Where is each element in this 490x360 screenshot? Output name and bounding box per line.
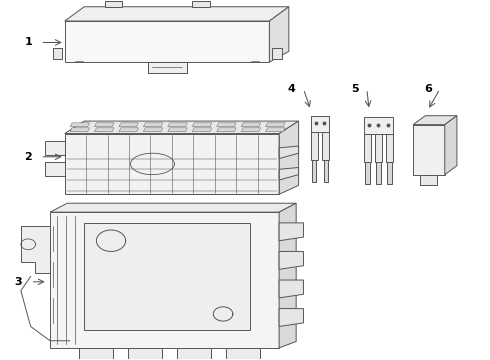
- Polygon shape: [147, 62, 187, 73]
- Polygon shape: [193, 1, 210, 7]
- Polygon shape: [270, 7, 289, 62]
- Polygon shape: [192, 128, 212, 132]
- Polygon shape: [65, 134, 279, 194]
- Polygon shape: [50, 212, 279, 348]
- Polygon shape: [177, 348, 211, 360]
- Polygon shape: [322, 132, 329, 160]
- Polygon shape: [144, 128, 163, 132]
- Polygon shape: [279, 146, 298, 158]
- Polygon shape: [241, 123, 261, 127]
- Polygon shape: [375, 134, 382, 162]
- Polygon shape: [65, 7, 289, 21]
- Polygon shape: [95, 128, 114, 132]
- Polygon shape: [365, 134, 371, 162]
- Polygon shape: [144, 123, 163, 127]
- Polygon shape: [279, 167, 298, 180]
- Text: 3: 3: [15, 277, 22, 287]
- Polygon shape: [95, 123, 114, 127]
- Polygon shape: [387, 162, 392, 184]
- Polygon shape: [70, 128, 90, 132]
- Polygon shape: [279, 203, 296, 348]
- Polygon shape: [217, 123, 236, 127]
- Polygon shape: [279, 309, 303, 327]
- Polygon shape: [84, 223, 250, 330]
- Polygon shape: [21, 226, 50, 273]
- Polygon shape: [45, 141, 65, 155]
- Polygon shape: [386, 134, 392, 162]
- Polygon shape: [324, 160, 328, 182]
- Polygon shape: [241, 128, 261, 132]
- Polygon shape: [128, 348, 162, 360]
- Text: 1: 1: [24, 37, 32, 48]
- Polygon shape: [168, 128, 187, 132]
- Polygon shape: [311, 116, 329, 132]
- Polygon shape: [65, 21, 270, 62]
- Polygon shape: [79, 348, 114, 360]
- Text: 2: 2: [24, 152, 32, 162]
- Polygon shape: [119, 123, 139, 127]
- Polygon shape: [279, 223, 303, 241]
- Polygon shape: [192, 123, 212, 127]
- Polygon shape: [45, 162, 65, 176]
- Polygon shape: [266, 123, 285, 127]
- Polygon shape: [445, 116, 457, 175]
- Polygon shape: [50, 203, 296, 212]
- Polygon shape: [225, 348, 260, 360]
- Polygon shape: [105, 1, 122, 7]
- Polygon shape: [272, 48, 282, 59]
- Polygon shape: [376, 162, 381, 184]
- Text: 6: 6: [424, 84, 432, 94]
- Polygon shape: [413, 116, 457, 125]
- Polygon shape: [279, 280, 303, 298]
- Polygon shape: [266, 128, 285, 132]
- Polygon shape: [52, 48, 62, 59]
- Polygon shape: [168, 123, 187, 127]
- Polygon shape: [119, 128, 139, 132]
- Polygon shape: [312, 160, 316, 182]
- Polygon shape: [365, 117, 392, 134]
- Polygon shape: [279, 251, 303, 269]
- Polygon shape: [217, 128, 236, 132]
- Polygon shape: [311, 132, 318, 160]
- Polygon shape: [420, 175, 438, 185]
- Polygon shape: [70, 123, 90, 127]
- Text: 4: 4: [287, 84, 295, 94]
- Polygon shape: [413, 125, 445, 175]
- Text: 5: 5: [351, 84, 359, 94]
- Polygon shape: [279, 121, 298, 194]
- Polygon shape: [65, 121, 298, 134]
- Polygon shape: [366, 162, 370, 184]
